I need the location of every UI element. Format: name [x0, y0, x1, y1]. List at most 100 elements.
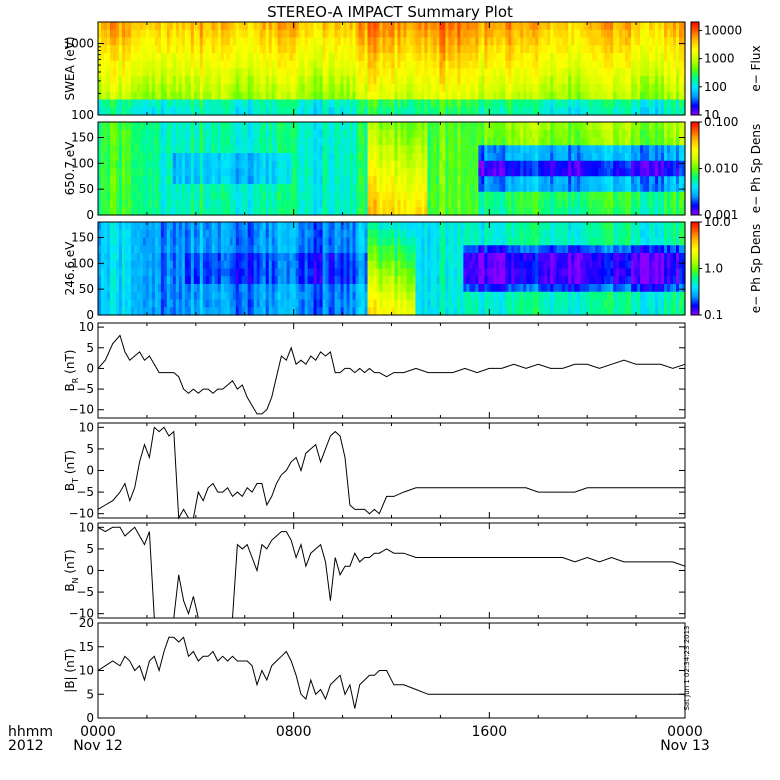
- heatmap-cell: [532, 137, 536, 146]
- heatmap-cell: [337, 107, 342, 116]
- heatmap-cell: [253, 137, 258, 146]
- heatmap-cell: [655, 76, 659, 85]
- heatmap-cell: [346, 122, 351, 131]
- heatmap-cell: [328, 107, 333, 116]
- heatmap-cell: [559, 122, 563, 131]
- heatmap-cell: [469, 107, 473, 116]
- heatmap-cell: [175, 60, 180, 70]
- heatmap-cell: [403, 29, 408, 39]
- heatmap-cell: [178, 153, 183, 162]
- heatmap-cell: [592, 29, 596, 39]
- heatmap-cell: [496, 99, 500, 108]
- heatmap-cell: [442, 68, 447, 77]
- heatmap-cell: [403, 99, 408, 108]
- heatmap-cell: [502, 37, 506, 46]
- heatmap-cell: [289, 176, 294, 185]
- heatmap-cell: [652, 176, 656, 185]
- heatmap-cell: [373, 84, 378, 93]
- heatmap-cell: [100, 284, 105, 293]
- heatmap-cell: [103, 145, 108, 154]
- heatmap-cell: [148, 137, 153, 146]
- heatmap-cell: [98, 199, 102, 208]
- heatmap-cell: [589, 29, 593, 39]
- heatmap-cell: [613, 84, 617, 93]
- heatmap-cell: [547, 29, 551, 39]
- heatmap-cell: [568, 176, 572, 185]
- heatmap-cell: [574, 99, 578, 108]
- heatmap-cell: [304, 60, 309, 70]
- heatmap-cell: [112, 237, 117, 246]
- heatmap-cell: [292, 168, 297, 177]
- heatmap-cell: [373, 160, 378, 170]
- heatmap-cell: [262, 22, 267, 31]
- heatmap-cell: [592, 199, 596, 208]
- heatmap-cell: [232, 160, 237, 170]
- heatmap-cell: [403, 60, 408, 70]
- heatmap-cell: [394, 207, 399, 216]
- heatmap-cell: [241, 137, 246, 146]
- heatmap-cell: [319, 199, 324, 208]
- heatmap-cell: [358, 22, 363, 31]
- heatmap-cell: [526, 207, 530, 216]
- heatmap-cell: [289, 60, 294, 70]
- heatmap-cell: [157, 37, 162, 46]
- heatmap-cell: [103, 160, 108, 170]
- heatmap-cell: [601, 45, 605, 54]
- heatmap-cell: [418, 91, 423, 101]
- heatmap-cell: [346, 84, 351, 93]
- heatmap-cell: [460, 207, 464, 216]
- heatmap-cell: [496, 53, 500, 62]
- heatmap-cell: [655, 60, 659, 70]
- heatmap-cell: [103, 129, 108, 139]
- heatmap-cell: [169, 160, 174, 170]
- heatmap-cell: [301, 99, 306, 108]
- heatmap-cell: [127, 299, 132, 308]
- heatmap-cell: [493, 199, 497, 208]
- heatmap-cell: [187, 129, 192, 139]
- heatmap-cell: [133, 153, 138, 162]
- heatmap-cell: [268, 207, 273, 216]
- heatmap-cell: [355, 29, 360, 39]
- heatmap-cell: [583, 29, 587, 39]
- heatmap-cell: [595, 207, 599, 216]
- heatmap-cell: [325, 122, 330, 131]
- heatmap-cell: [157, 22, 162, 31]
- heatmap-cell: [202, 129, 207, 139]
- heatmap-cell: [448, 168, 452, 177]
- heatmap-cell: [631, 145, 635, 154]
- heatmap-cell: [274, 53, 279, 62]
- heatmap-cell: [391, 91, 396, 101]
- heatmap-cell: [433, 176, 438, 185]
- heatmap-cell: [139, 53, 144, 62]
- heatmap-cell: [646, 160, 650, 170]
- heatmap-cell: [232, 122, 237, 131]
- heatmap-cell: [553, 122, 557, 131]
- heatmap-cell: [625, 199, 629, 208]
- heatmap-cell: [481, 137, 485, 146]
- heatmap-cell: [505, 122, 509, 131]
- heatmap-cell: [349, 45, 354, 54]
- heatmap-cell: [235, 160, 240, 170]
- heatmap-cell: [205, 199, 210, 208]
- heatmap-cell: [439, 76, 444, 85]
- heatmap-cell: [364, 137, 369, 146]
- heatmap-cell: [307, 37, 312, 46]
- heatmap-cell: [442, 168, 447, 177]
- heatmap-cell: [631, 160, 635, 170]
- heatmap-cell: [511, 99, 515, 108]
- heatmap-cell: [529, 191, 533, 201]
- heatmap-cell: [235, 99, 240, 108]
- heatmap-cell: [232, 137, 237, 146]
- heatmap-cell: [166, 137, 171, 146]
- heatmap-cell: [613, 191, 617, 201]
- heatmap-cell: [379, 29, 384, 39]
- heatmap-cell: [118, 237, 123, 246]
- heatmap-cell: [280, 176, 285, 185]
- heatmap-cell: [670, 129, 674, 139]
- heatmap-cell: [640, 191, 644, 201]
- heatmap-cell: [571, 76, 575, 85]
- heatmap-cell: [235, 184, 240, 193]
- heatmap-cell: [463, 37, 467, 46]
- heatmap-cell: [460, 129, 464, 139]
- heatmap-cell: [475, 68, 479, 77]
